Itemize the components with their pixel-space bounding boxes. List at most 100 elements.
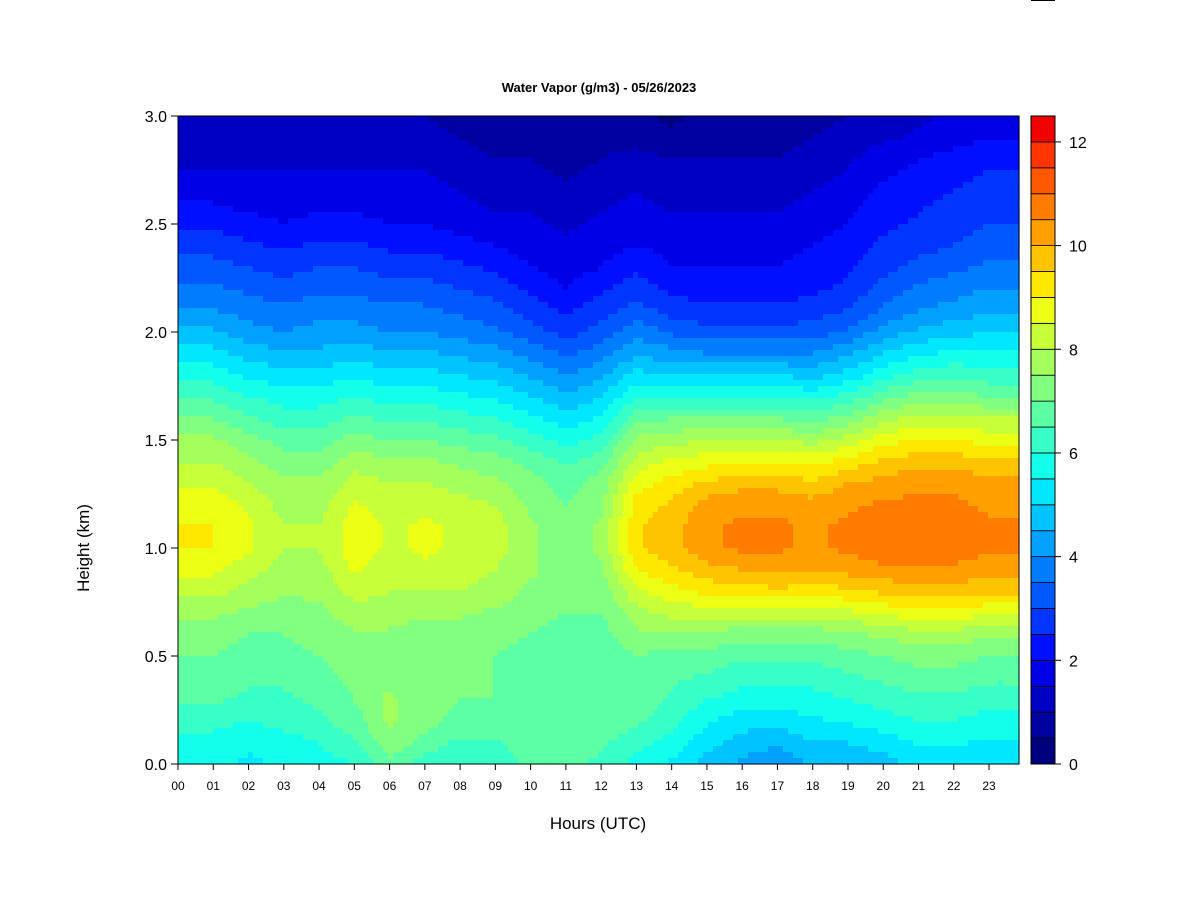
heatmap-cell	[373, 212, 379, 219]
heatmap-cell	[253, 476, 259, 483]
heatmap-cell	[178, 506, 184, 513]
heatmap-cell	[398, 434, 404, 441]
heatmap-cell	[318, 158, 324, 165]
heatmap-cell	[223, 752, 229, 759]
heatmap-cell	[183, 632, 189, 639]
heatmap-cell	[208, 686, 214, 693]
heatmap-cell	[258, 170, 264, 177]
heatmap-cell	[288, 536, 294, 543]
heatmap-cell	[273, 434, 279, 441]
heatmap-cell	[223, 374, 229, 381]
heatmap-cell	[198, 176, 204, 183]
heatmap-cell	[198, 422, 204, 429]
heatmap-cell	[393, 212, 399, 219]
heatmap-cell	[258, 578, 264, 585]
heatmap-cell	[273, 356, 279, 363]
heatmap-cell	[278, 464, 284, 471]
heatmap-cell	[178, 206, 184, 213]
heatmap-cell	[263, 200, 269, 207]
heatmap-cell	[328, 122, 334, 129]
heatmap-cell	[333, 356, 339, 363]
heatmap-cell	[408, 152, 414, 159]
heatmap-cell	[193, 440, 199, 447]
heatmap-cell	[278, 536, 284, 543]
heatmap-cell	[358, 350, 364, 357]
heatmap-cell	[228, 572, 234, 579]
heatmap-cell	[338, 122, 344, 129]
heatmap-cell	[298, 374, 304, 381]
heatmap-cell	[378, 410, 384, 417]
heatmap-cell	[318, 572, 324, 579]
heatmap-cell	[343, 482, 349, 489]
heatmap-cell	[248, 548, 254, 555]
heatmap-cell	[303, 248, 309, 255]
heatmap-cell	[188, 218, 194, 225]
heatmap-cell	[233, 248, 239, 255]
heatmap-cell	[383, 680, 389, 687]
heatmap-cell	[348, 332, 354, 339]
heatmap-cell	[213, 734, 219, 741]
heatmap-cell	[353, 344, 359, 351]
heatmap-cell	[308, 428, 314, 435]
heatmap-cell	[263, 530, 269, 537]
heatmap-cell	[318, 680, 324, 687]
heatmap-cell	[343, 260, 349, 267]
heatmap-cell	[383, 434, 389, 441]
heatmap-cell	[283, 344, 289, 351]
heatmap-cell	[263, 542, 269, 549]
heatmap-cell	[343, 302, 349, 309]
heatmap-cell	[248, 230, 254, 237]
heatmap-cell	[328, 422, 334, 429]
heatmap-cell	[188, 290, 194, 297]
heatmap-cell	[388, 344, 394, 351]
heatmap-cell	[228, 344, 234, 351]
heatmap-cell	[383, 554, 389, 561]
heatmap-cell	[318, 398, 324, 405]
heatmap-cell	[208, 470, 214, 477]
heatmap-cell	[273, 338, 279, 345]
heatmap-cell	[268, 272, 274, 279]
heatmap-cell	[283, 614, 289, 621]
heatmap-cell	[363, 170, 369, 177]
heatmap-cell	[273, 452, 279, 459]
heatmap-cell	[213, 746, 219, 753]
heatmap-cell	[343, 614, 349, 621]
heatmap-cell	[343, 272, 349, 279]
heatmap-cell	[288, 560, 294, 567]
heatmap-cell	[213, 494, 219, 501]
heatmap-cell	[368, 170, 374, 177]
heatmap-cell	[363, 674, 369, 681]
heatmap-cell	[368, 710, 374, 717]
heatmap-cell	[368, 434, 374, 441]
heatmap-cell	[188, 206, 194, 213]
heatmap-cell	[218, 440, 224, 447]
heatmap-cell	[378, 404, 384, 411]
heatmap-cell	[273, 710, 279, 717]
heatmap-cell	[393, 716, 399, 723]
heatmap-cell	[238, 746, 244, 753]
heatmap-cell	[298, 236, 304, 243]
heatmap-cell	[258, 734, 264, 741]
heatmap-cell	[253, 404, 259, 411]
heatmap-cell	[338, 572, 344, 579]
heatmap-cell	[233, 722, 239, 729]
heatmap-cell	[333, 254, 339, 261]
heatmap-cell	[328, 710, 334, 717]
heatmap-cell	[288, 206, 294, 213]
heatmap-cell	[248, 632, 254, 639]
heatmap-cell	[208, 122, 214, 129]
heatmap-cell	[263, 356, 269, 363]
heatmap-cell	[193, 164, 199, 171]
heatmap-cell	[268, 680, 274, 687]
heatmap-cell	[348, 476, 354, 483]
heatmap-cell	[313, 668, 319, 675]
heatmap-cell	[178, 320, 184, 327]
heatmap-cell	[368, 596, 374, 603]
heatmap-cell	[228, 560, 234, 567]
heatmap-cell	[383, 692, 389, 699]
heatmap-cell	[313, 566, 319, 573]
heatmap-cell	[338, 290, 344, 297]
heatmap-cell	[293, 680, 299, 687]
heatmap-cell	[218, 470, 224, 477]
heatmap-cell	[298, 548, 304, 555]
